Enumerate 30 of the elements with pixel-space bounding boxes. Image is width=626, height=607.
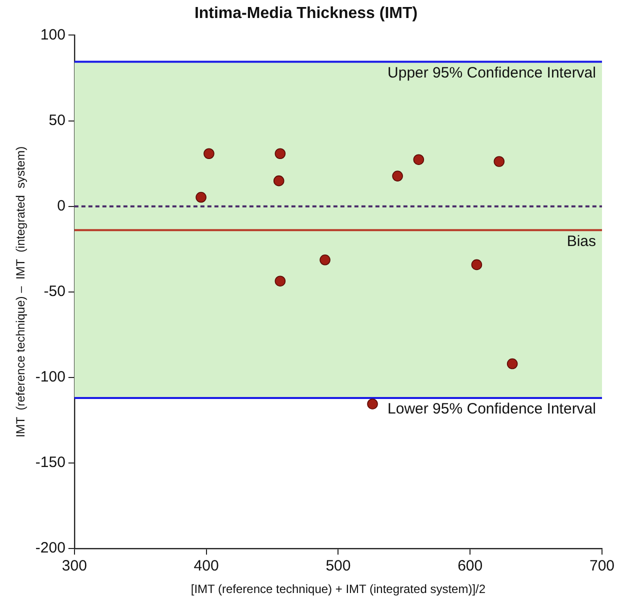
point: [204, 148, 214, 160]
point: [471, 259, 482, 270]
x-tick-label: 400: [194, 558, 219, 575]
y-tick-label: 100: [40, 26, 66, 44]
point: [274, 276, 286, 287]
x-tick-label: 500: [326, 558, 351, 575]
y-tick-label: -150: [35, 454, 66, 472]
point: [392, 170, 403, 182]
point: [320, 254, 330, 266]
y-tick-label: -100: [35, 368, 66, 386]
ref-line-label: Upper 95% Confidence Interval: [388, 64, 596, 82]
x-tick-label: 600: [458, 558, 483, 575]
x-tick-label: 700: [589, 558, 615, 575]
ref-line-label: Lower 95% Confidence Interval: [388, 400, 596, 418]
y-tick-label: 50: [48, 112, 66, 129]
point: [273, 175, 284, 186]
chart-title: Intima-Media Thickness (IMT): [194, 5, 418, 22]
ref-line-label: Bias: [566, 232, 596, 250]
point: [367, 398, 378, 410]
point: [506, 358, 518, 370]
y-tick-label: -200: [35, 540, 66, 557]
point: [196, 192, 206, 203]
point: [274, 148, 286, 160]
x-axis-title: [IMT (reference technique) + IMT (integrated system)]/2: [190, 582, 486, 596]
point: [413, 154, 424, 166]
point: [494, 156, 505, 167]
y-tick-label: 0: [57, 197, 66, 214]
x-tick-label: 300: [62, 558, 87, 575]
y-tick-label: -50: [44, 283, 66, 300]
y-axis-title: IMT (reference technique) – IMT (integrated system): [14, 146, 28, 438]
